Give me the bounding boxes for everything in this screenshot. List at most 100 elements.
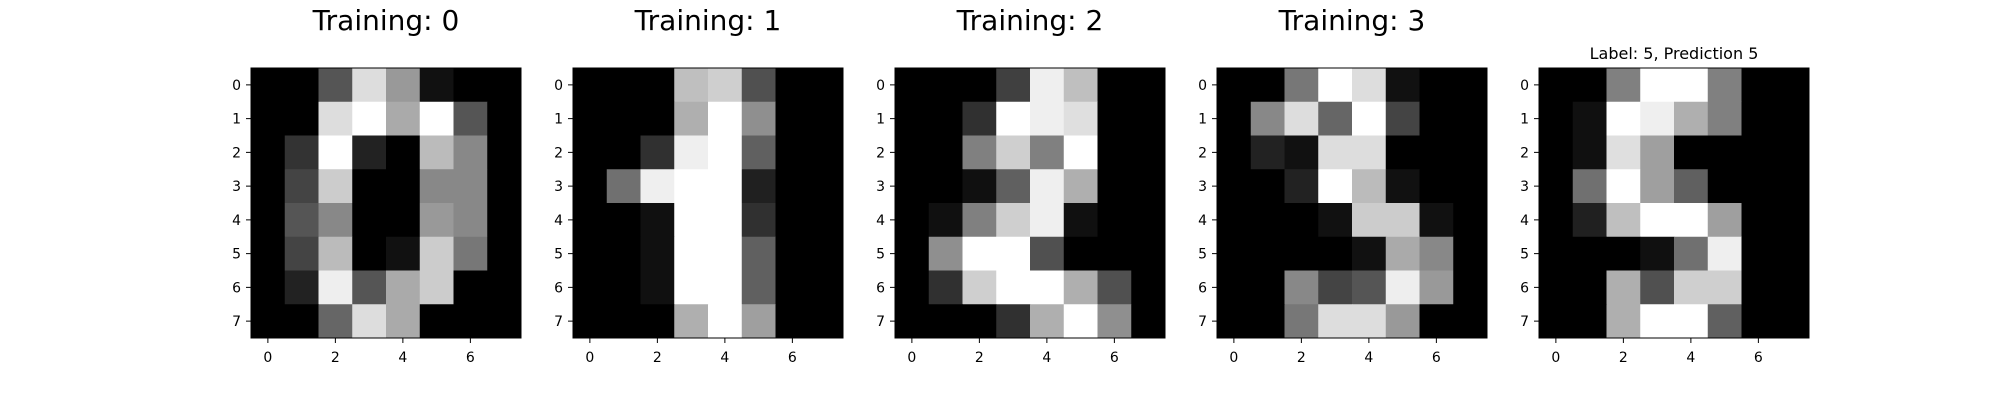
- pixel-cell: [453, 135, 488, 170]
- pixel-cell: [1217, 169, 1252, 204]
- pixel-cell: [1352, 236, 1387, 271]
- pixel-cell: [775, 270, 810, 305]
- pixel-cell: [895, 203, 930, 238]
- pixel-cell: [284, 270, 319, 305]
- pixel-cell: [1741, 68, 1776, 103]
- y-tick-label: 5: [1520, 247, 1529, 263]
- pixel-cell: [809, 169, 844, 204]
- pixel-cell: [928, 135, 963, 170]
- x-tick-label: 6: [1754, 350, 1763, 366]
- pixel-cell: [487, 101, 522, 136]
- pixel-cell: [284, 236, 319, 271]
- pixel-cell: [1453, 203, 1488, 238]
- pixel-cell: [1385, 101, 1420, 136]
- pixel-cell: [708, 68, 743, 103]
- y-tick-label: 1: [232, 112, 241, 128]
- y-tick-label: 7: [232, 314, 241, 330]
- pixel-cell: [1775, 169, 1810, 204]
- pixel-cell: [741, 270, 776, 305]
- y-tick-label: 0: [554, 78, 563, 94]
- pixel-cell: [1097, 135, 1132, 170]
- pixel-cell: [708, 270, 743, 305]
- pixel-cell: [573, 68, 608, 103]
- y-tick-label: 6: [232, 280, 241, 296]
- pixel-cell: [1250, 304, 1285, 339]
- y-tick-label: 0: [232, 78, 241, 94]
- pixel-cell: [573, 135, 608, 170]
- pixel-cell: [1063, 236, 1098, 271]
- pixel-cell: [1707, 203, 1742, 238]
- pixel-cell: [1572, 101, 1607, 136]
- x-tick-label: 4: [398, 350, 407, 366]
- pixel-cell: [741, 101, 776, 136]
- pixel-cell: [1674, 236, 1709, 271]
- pixel-cell: [606, 68, 641, 103]
- pixel-cell: [962, 101, 997, 136]
- pixel-cell: [1539, 101, 1574, 136]
- pixel-cell: [1453, 68, 1488, 103]
- pixel-cell: [809, 304, 844, 339]
- y-tick-label: 1: [876, 112, 885, 128]
- pixel-cell: [1741, 203, 1776, 238]
- pixel-cell: [674, 236, 709, 271]
- y-tick-label: 3: [1198, 179, 1207, 195]
- pixel-cell: [606, 236, 641, 271]
- pixel-cell: [775, 68, 810, 103]
- pixel-cell: [1385, 135, 1420, 170]
- pixel-cell: [1063, 304, 1098, 339]
- pixel-cell: [775, 236, 810, 271]
- pixel-cell: [1640, 236, 1675, 271]
- pixel-cell: [1131, 203, 1166, 238]
- pixel-cell: [1640, 270, 1675, 305]
- pixel-cell: [928, 68, 963, 103]
- pixel-cell: [1131, 236, 1166, 271]
- pixel-cell: [1419, 236, 1454, 271]
- pixel-cell: [1030, 203, 1065, 238]
- pixel-cell: [1131, 169, 1166, 204]
- image-panel-0: Training: 0 0 1 2 3 4 5 6 7 0 2 4 6: [232, 4, 522, 366]
- x-tick-label: 0: [263, 350, 272, 366]
- pixel-cell: [251, 203, 286, 238]
- x-tick-label: 0: [1229, 350, 1238, 366]
- pixel-cell: [1707, 169, 1742, 204]
- pixel-cell: [1030, 135, 1065, 170]
- pixel-cell: [1097, 68, 1132, 103]
- pixel-cell: [1674, 304, 1709, 339]
- x-tick-label: 4: [1042, 350, 1051, 366]
- pixel-cell: [1707, 135, 1742, 170]
- pixel-cell: [741, 68, 776, 103]
- pixel-cell: [1063, 101, 1098, 136]
- pixel-cell: [1063, 169, 1098, 204]
- pixel-cell: [741, 203, 776, 238]
- y-tick-label: 7: [1520, 314, 1529, 330]
- pixel-cell: [251, 236, 286, 271]
- pixel-cell: [1419, 101, 1454, 136]
- pixel-cell: [708, 304, 743, 339]
- pixel-cell: [487, 270, 522, 305]
- y-tick-label: 4: [1520, 213, 1529, 229]
- pixel-cell: [1318, 203, 1353, 238]
- pixel-cell: [1385, 169, 1420, 204]
- pixel-cell: [775, 169, 810, 204]
- pixel-cell: [1606, 101, 1641, 136]
- pixel-cell: [1741, 169, 1776, 204]
- pixel-cell: [606, 101, 641, 136]
- y-tick-label: 7: [554, 314, 563, 330]
- pixel-cell: [352, 169, 387, 204]
- y-tick-label: 3: [232, 179, 241, 195]
- pixel-cell: [996, 270, 1031, 305]
- y-tick-label: 5: [876, 247, 885, 263]
- pixel-cell: [640, 304, 675, 339]
- pixel-cell: [775, 101, 810, 136]
- pixel-cell: [1707, 270, 1742, 305]
- pixel-cell: [1318, 68, 1353, 103]
- pixel-cell: [386, 101, 421, 136]
- pixel-cell: [1217, 101, 1252, 136]
- axes-frame: [572, 67, 844, 339]
- image-panel-4: Label: 5, Prediction 5 0 1 2 3 4 5 6 7 0 2 4 6: [1520, 44, 1810, 366]
- pixel-cell: [1030, 236, 1065, 271]
- image-panel-1: Training: 1 0 1 2 3 4 5 6 7 0 2 4 6: [554, 4, 844, 366]
- x-tick-label: 2: [1297, 350, 1306, 366]
- pixel-cell: [1453, 236, 1488, 271]
- pixel-cell: [284, 304, 319, 339]
